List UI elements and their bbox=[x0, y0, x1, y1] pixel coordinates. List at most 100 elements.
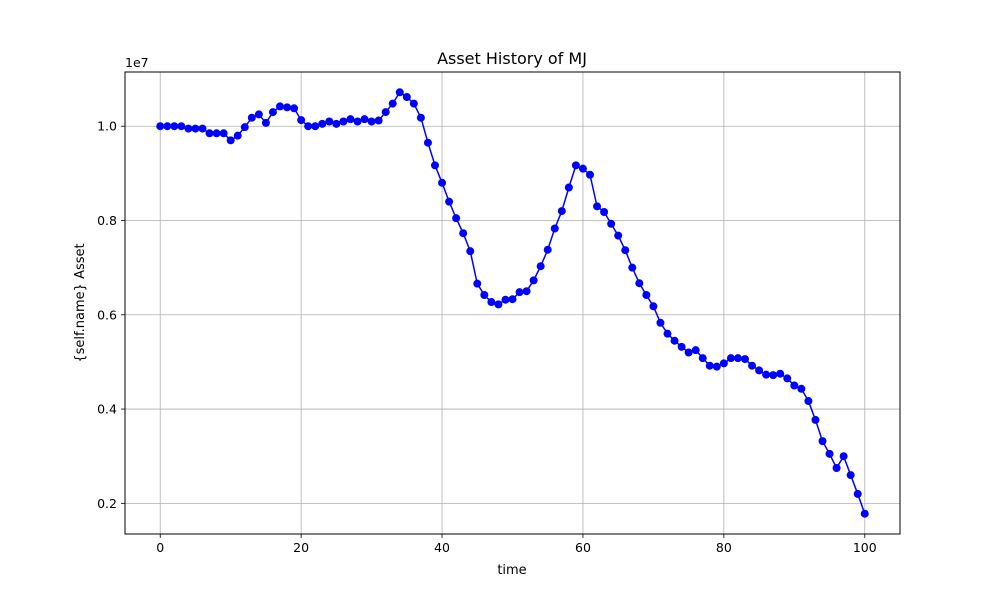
y-tick-label: 0.4 bbox=[97, 402, 117, 417]
data-point bbox=[719, 359, 728, 368]
data-point bbox=[543, 245, 552, 254]
data-point bbox=[423, 138, 432, 147]
data-point bbox=[536, 262, 545, 271]
data-point bbox=[184, 124, 193, 133]
data-point bbox=[290, 104, 299, 113]
axis-ticks: 0 20 40 60 80 100 0.2 0.4 0.6 0.8 1.0 bbox=[97, 119, 877, 555]
data-point bbox=[607, 219, 616, 228]
data-point bbox=[494, 300, 503, 309]
data-point bbox=[254, 110, 263, 119]
x-tick-label: 80 bbox=[716, 540, 732, 555]
data-point bbox=[353, 117, 362, 126]
data-point bbox=[550, 224, 559, 233]
x-tick-label: 60 bbox=[575, 540, 591, 555]
data-point bbox=[367, 117, 376, 126]
data-point bbox=[776, 369, 785, 378]
grid bbox=[125, 72, 900, 534]
data-point bbox=[311, 122, 320, 131]
data-point bbox=[557, 207, 566, 216]
data-point bbox=[177, 122, 186, 131]
data-point bbox=[684, 348, 693, 357]
data-point bbox=[564, 183, 573, 192]
data-point bbox=[712, 362, 721, 371]
data-point bbox=[381, 108, 390, 117]
data-point bbox=[191, 124, 200, 133]
data-point bbox=[741, 355, 749, 364]
data-point bbox=[156, 122, 165, 131]
y-axis-label: {self.name} Asset bbox=[73, 243, 88, 362]
data-point bbox=[529, 276, 538, 285]
data-point bbox=[677, 342, 686, 351]
data-point bbox=[797, 384, 806, 393]
data-point bbox=[339, 117, 348, 126]
data-point bbox=[409, 99, 418, 108]
data-point bbox=[635, 279, 644, 288]
data-point bbox=[705, 361, 714, 370]
x-tick-label: 0 bbox=[156, 540, 164, 555]
data-point bbox=[663, 329, 672, 338]
data-point bbox=[578, 164, 587, 173]
data-point bbox=[691, 346, 700, 355]
data-series bbox=[156, 88, 869, 518]
data-point bbox=[825, 449, 834, 458]
data-point bbox=[656, 318, 665, 327]
data-point bbox=[445, 197, 454, 206]
data-point bbox=[332, 119, 341, 128]
y-tick-label: 1.0 bbox=[97, 119, 117, 134]
data-point bbox=[755, 366, 764, 375]
data-point bbox=[219, 129, 228, 138]
x-tick-label: 40 bbox=[434, 540, 450, 555]
data-point bbox=[438, 178, 447, 187]
data-point bbox=[522, 287, 531, 296]
data-point bbox=[733, 354, 742, 363]
data-point bbox=[325, 117, 334, 126]
data-point bbox=[247, 113, 256, 122]
data-point bbox=[480, 290, 489, 299]
data-point bbox=[649, 302, 658, 311]
plot-frame bbox=[124, 71, 901, 535]
data-point bbox=[860, 509, 869, 518]
data-point bbox=[233, 131, 242, 140]
data-point bbox=[853, 489, 862, 498]
data-point bbox=[628, 263, 637, 272]
data-point bbox=[268, 108, 277, 117]
data-point bbox=[374, 116, 383, 125]
data-point bbox=[388, 99, 397, 108]
data-point bbox=[416, 113, 425, 122]
data-point bbox=[726, 354, 735, 363]
data-point bbox=[642, 290, 651, 299]
data-point bbox=[226, 136, 235, 145]
data-point bbox=[769, 371, 778, 380]
data-point bbox=[452, 214, 461, 223]
y-tick-label: 0.6 bbox=[97, 307, 117, 322]
data-point bbox=[614, 231, 623, 240]
data-point bbox=[163, 122, 172, 131]
chart-title: Asset History of MJ bbox=[437, 49, 587, 68]
data-point bbox=[811, 415, 820, 424]
data-point bbox=[297, 116, 306, 125]
data-point bbox=[804, 397, 813, 406]
data-point bbox=[304, 122, 313, 131]
x-tick-label: 100 bbox=[853, 540, 877, 555]
data-point bbox=[346, 115, 355, 124]
data-point bbox=[600, 208, 609, 217]
data-point bbox=[762, 370, 771, 379]
data-point bbox=[846, 471, 855, 480]
data-point bbox=[205, 129, 214, 138]
data-point bbox=[839, 452, 848, 461]
data-point bbox=[212, 129, 221, 138]
data-point bbox=[487, 298, 496, 307]
data-point bbox=[670, 336, 679, 345]
data-point bbox=[466, 247, 475, 256]
data-point bbox=[402, 92, 411, 101]
data-point bbox=[832, 464, 841, 472]
data-point bbox=[748, 361, 757, 370]
data-point bbox=[593, 202, 602, 211]
data-point bbox=[501, 295, 510, 304]
data-point bbox=[571, 161, 580, 170]
data-point bbox=[508, 295, 517, 304]
data-point bbox=[790, 381, 799, 390]
y-axis-offset-label: 1e7 bbox=[125, 55, 149, 70]
data-point bbox=[586, 170, 594, 179]
